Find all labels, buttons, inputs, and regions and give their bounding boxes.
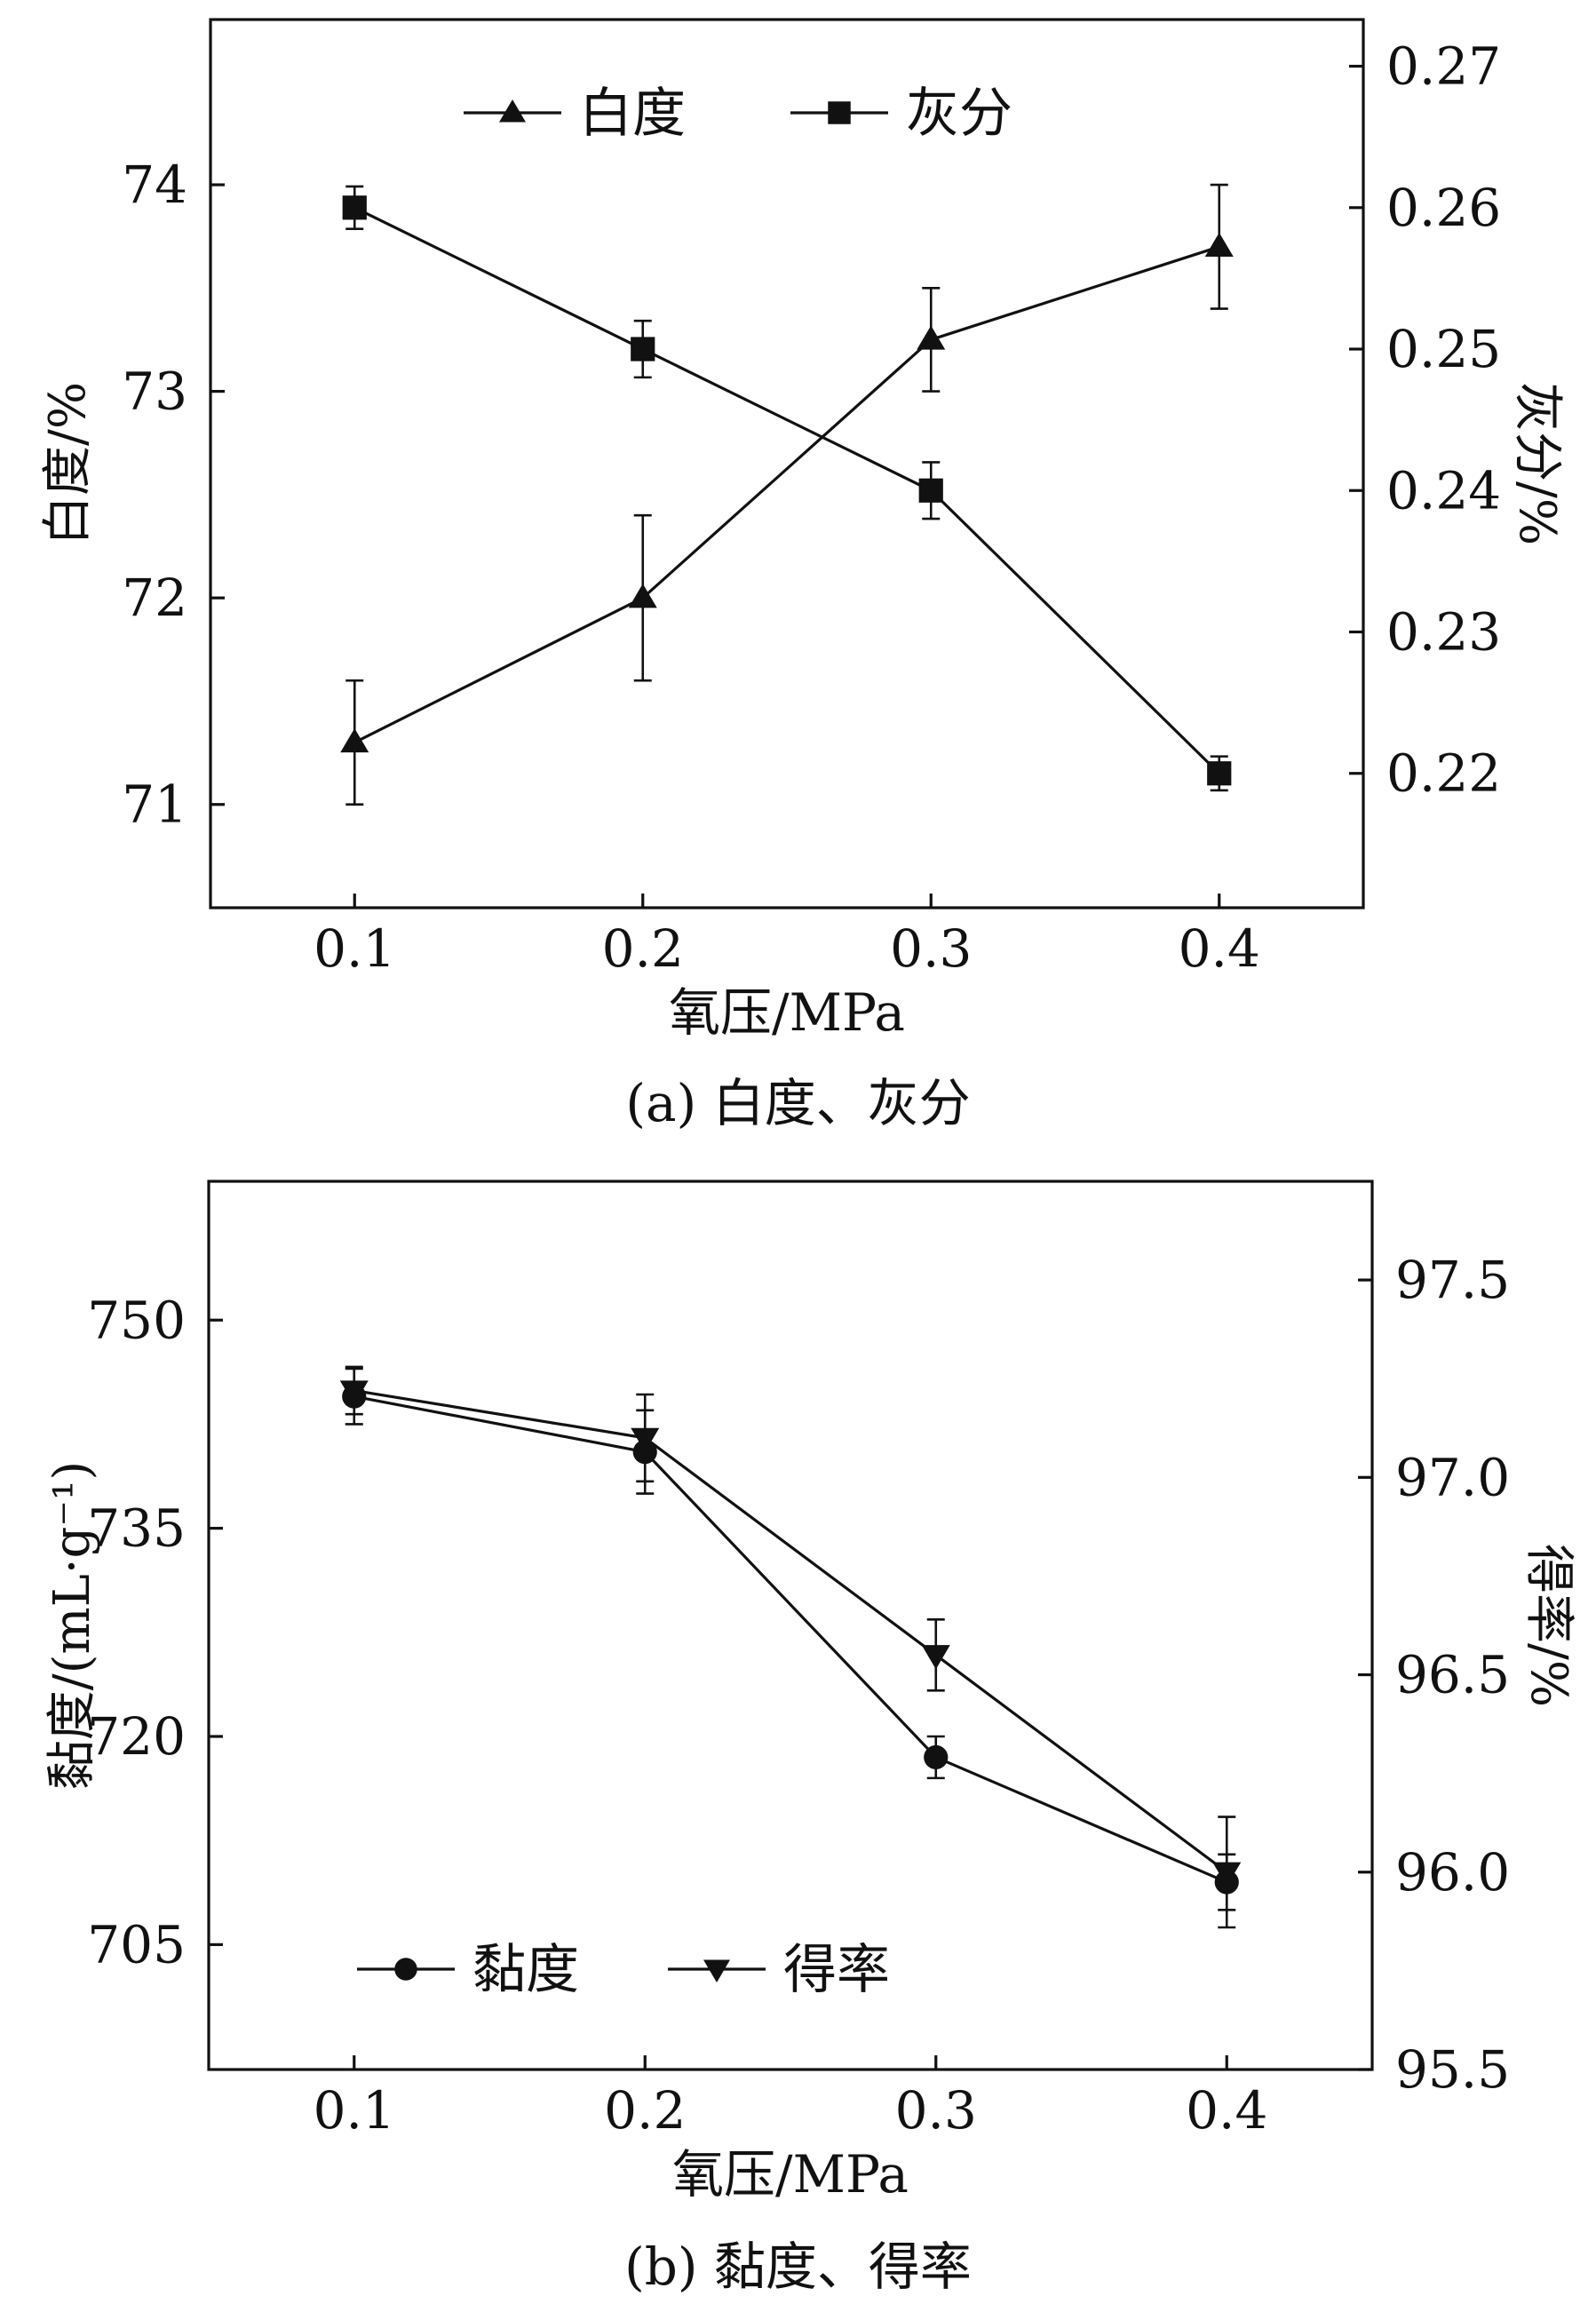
chart-panel-a: 0.1 0.2 0.3 0.4 71 72 73 74 0.22 0.23 0.24 0.25 0.26… bbox=[0, 0, 1596, 1155]
y-left-tick-label: 750 bbox=[87, 1290, 186, 1350]
legend-label: 黏度 bbox=[472, 1939, 579, 2001]
data-point bbox=[1212, 1862, 1242, 1887]
series-line bbox=[353, 1394, 1227, 1884]
x-tick-label: 0.4 bbox=[1179, 918, 1260, 979]
y-left-tick-label: 74 bbox=[122, 155, 187, 215]
x-tick-label: 0.2 bbox=[604, 2080, 686, 2141]
x-tick-label: 0.1 bbox=[314, 2080, 395, 2141]
legend-label: 白度 bbox=[579, 83, 686, 145]
y-left-axis-label: 黏度/(mL·g⁻¹) bbox=[44, 1461, 101, 1791]
x-tick-label: 0.2 bbox=[602, 918, 684, 979]
x-tick-label: 0.3 bbox=[890, 918, 972, 979]
data-point bbox=[921, 1645, 950, 1670]
chart-a-caption: (a) 白度、灰分 bbox=[0, 1061, 1596, 1136]
chart-panel-b: 0.1 0.2 0.3 0.4 705 720 735 750 95.5 96.0 96.5 97.0… bbox=[0, 1155, 1596, 2312]
x-tick-label: 0.3 bbox=[895, 2080, 977, 2141]
chart-b-caption-text: (b) 黏度、得率 bbox=[624, 2237, 972, 2297]
x-axis-label: 氧压/MPa bbox=[669, 982, 905, 1043]
y-right-tick-label: 0.23 bbox=[1386, 601, 1501, 662]
y-left-tick-label: 720 bbox=[87, 1706, 186, 1767]
y-right-tick-label: 97.0 bbox=[1395, 1447, 1510, 1507]
legend-marker bbox=[703, 1959, 730, 1982]
chart-a-caption-text: (a) 白度、灰分 bbox=[625, 1073, 971, 1133]
y-left-tick-label: 73 bbox=[122, 361, 187, 422]
plot-frame bbox=[209, 18, 1365, 910]
y-left-tick-label: 71 bbox=[122, 775, 187, 835]
series-line bbox=[353, 245, 1220, 744]
y-right-tick-label: 0.22 bbox=[1386, 743, 1501, 804]
y-right-tick-label: 0.25 bbox=[1386, 319, 1501, 379]
data-point bbox=[631, 337, 655, 361]
legend-marker bbox=[828, 101, 851, 124]
y-right-tick-label: 0.27 bbox=[1386, 36, 1501, 97]
data-point bbox=[342, 195, 367, 220]
y-right-axis-label: 灰分/% bbox=[1508, 382, 1566, 545]
y-right-tick-label: 95.5 bbox=[1395, 2039, 1510, 2100]
data-point bbox=[1204, 232, 1234, 258]
y-left-tick-label: 735 bbox=[87, 1498, 186, 1559]
data-point bbox=[917, 325, 946, 350]
x-tick-label: 0.4 bbox=[1186, 2080, 1267, 2141]
data-point bbox=[628, 584, 657, 608]
y-right-tick-label: 0.24 bbox=[1386, 460, 1501, 520]
chart-b-caption: (b) 黏度、得率 bbox=[0, 2225, 1596, 2300]
y-right-tick-label: 96.5 bbox=[1395, 1645, 1510, 1705]
x-tick-label: 0.1 bbox=[314, 918, 395, 979]
data-point bbox=[339, 1380, 369, 1405]
y-right-tick-label: 0.26 bbox=[1386, 178, 1501, 238]
data-point bbox=[1207, 761, 1232, 786]
y-left-tick-label: 705 bbox=[87, 1914, 186, 1974]
legend-label: 得率 bbox=[783, 1939, 890, 2001]
data-point bbox=[918, 478, 943, 503]
x-axis-label: 氧压/MPa bbox=[672, 2144, 909, 2205]
y-left-axis-label: 白度/% bbox=[39, 382, 97, 545]
data-point bbox=[340, 727, 369, 753]
legend-label: 灰分 bbox=[906, 83, 1012, 145]
data-point bbox=[631, 1427, 660, 1452]
y-left-tick-label: 72 bbox=[122, 568, 187, 628]
y-right-tick-label: 97.5 bbox=[1395, 1250, 1510, 1310]
data-point bbox=[924, 1744, 949, 1770]
series-line bbox=[353, 1388, 1228, 1874]
chart-a-svg: 0.1 0.2 0.3 0.4 71 72 73 74 0.22 0.23 0.24 0.25 0.26… bbox=[39, 18, 1566, 1043]
series-line bbox=[353, 206, 1220, 775]
chart-b-svg: 0.1 0.2 0.3 0.4 705 720 735 750 95.5 96.0 96.5 97.0… bbox=[44, 1180, 1577, 2205]
legend-marker bbox=[394, 1958, 417, 1981]
legend-marker bbox=[499, 99, 526, 123]
plot-frame bbox=[207, 1180, 1374, 2071]
y-right-tick-label: 96.0 bbox=[1395, 1842, 1510, 1903]
y-right-axis-label: 得率/% bbox=[1520, 1544, 1577, 1707]
